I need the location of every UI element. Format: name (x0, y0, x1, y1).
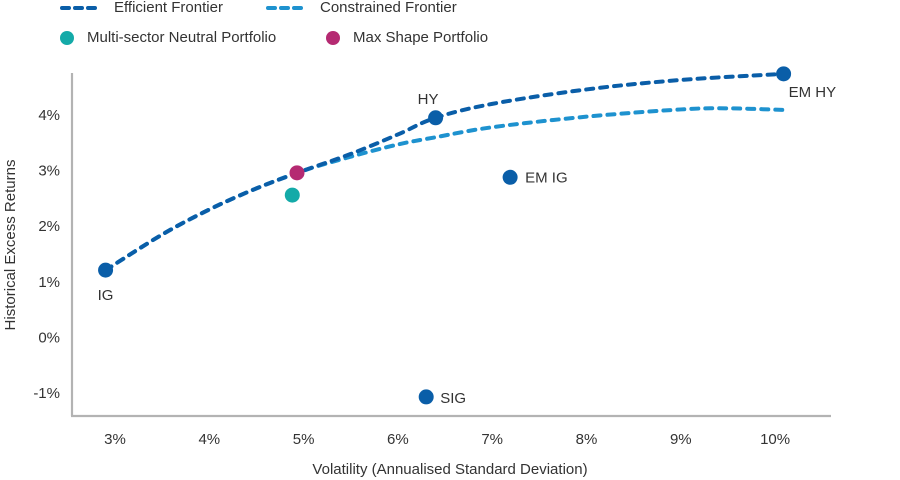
y-tick-label: 1% (38, 274, 60, 291)
y-tick-label: 3% (38, 163, 60, 180)
legend-label: Max Shape Portfolio (353, 29, 489, 46)
x-tick-label: 4% (198, 431, 220, 448)
multi-sector-neutral-portfolio-marker (284, 187, 300, 203)
circle-marker-icon (60, 30, 74, 45)
x-tick-label: 5% (293, 431, 315, 448)
y-tick-label: 4% (38, 107, 60, 124)
legend-label: Efficient Frontier (114, 0, 223, 16)
point-label: EM IG (525, 169, 568, 186)
x-tick-label: 8% (576, 431, 598, 448)
hy-marker (428, 110, 444, 126)
max-shape-portfolio-marker (289, 165, 305, 181)
legend-item-constrained-frontier: Constrained Frontier (266, 0, 457, 16)
point-label: SIG (440, 390, 466, 407)
em-hy-marker (776, 66, 792, 82)
em-ig-marker (502, 169, 518, 185)
legend-label: Multi-sector Neutral Portfolio (87, 29, 277, 46)
y-axis-title: Historical Excess Returns (2, 160, 19, 331)
legend-item-max-shape: Max Shape Portfolio (326, 29, 488, 46)
legend-label: Constrained Frontier (320, 0, 457, 16)
point-label: EM HY (789, 84, 837, 101)
dashed-line-icon (60, 5, 100, 10)
x-axis-title: Volatility (Annualised Standard Deviatio… (312, 461, 587, 478)
point-label: HY (418, 91, 439, 108)
legend-item-multi-sector: Multi-sector Neutral Portfolio (60, 29, 276, 46)
x-tick-label: 3% (104, 431, 126, 448)
y-tick-label: 0% (38, 329, 60, 346)
point-label: IG (98, 287, 114, 304)
efficient-frontier-line (103, 71, 786, 273)
sig-marker (418, 389, 434, 405)
x-tick-label: 10% (760, 431, 790, 448)
x-tick-label: 6% (387, 431, 409, 448)
x-tick-label: 7% (481, 431, 503, 448)
dashed-line-icon (266, 5, 306, 10)
axes: 3% 4% 5% 6% 7% 8% 9% 10% 4% 3% 2% 1% 0% -1% Volatility… (2, 73, 831, 478)
y-tick-label: 2% (38, 218, 60, 235)
y-tick-label: -1% (33, 385, 60, 402)
plot-area: IG HY EM HY EM IG SIG (98, 66, 837, 407)
legend-item-efficient-frontier: Efficient Frontier (60, 0, 223, 16)
x-tick-label: 9% (670, 431, 692, 448)
constrained-frontier-line (103, 106, 787, 273)
ig-marker (98, 262, 114, 278)
circle-marker-icon (326, 30, 340, 45)
